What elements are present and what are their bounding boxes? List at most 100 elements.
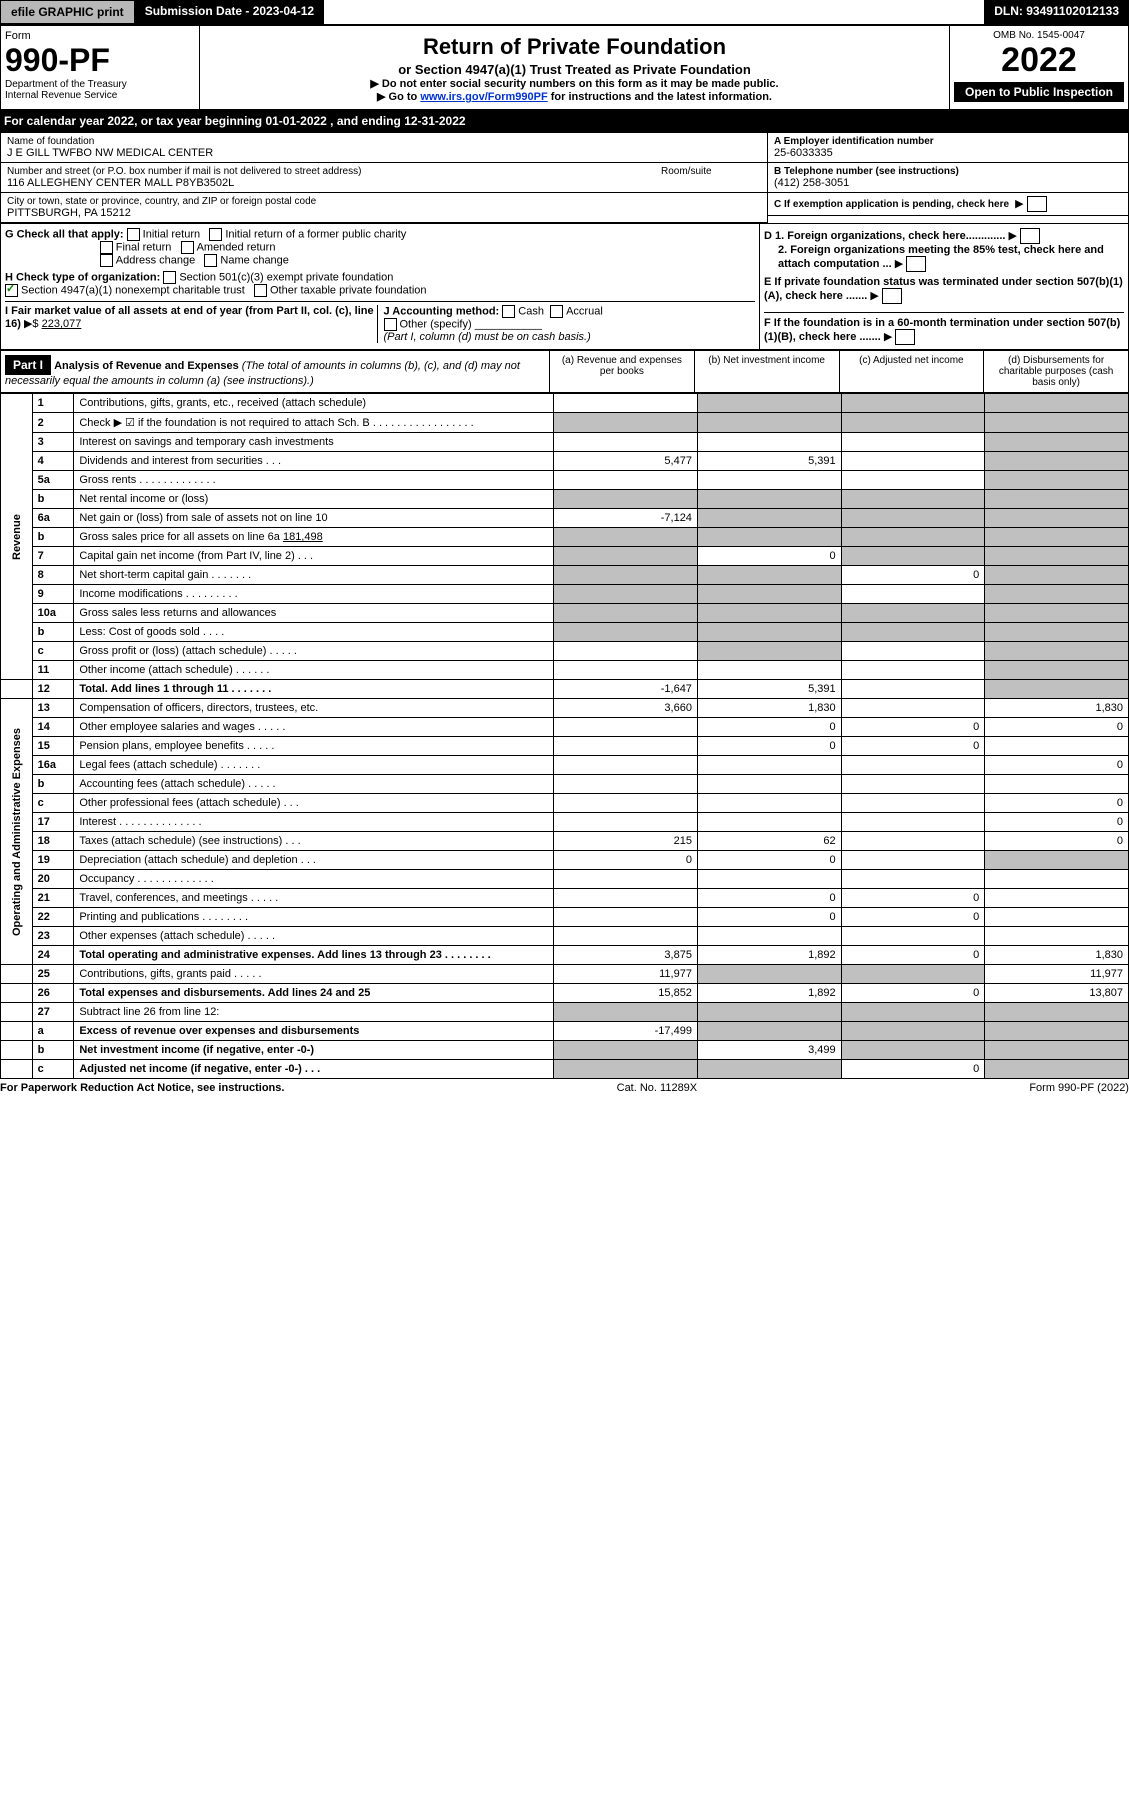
table-row: 12Total. Add lines 1 through 11 . . . . … [1, 680, 1129, 699]
line-12-a: -1,647 [554, 680, 698, 699]
j-cash-cb[interactable] [502, 305, 515, 318]
form-label: Form [5, 30, 195, 42]
table-row: 21Travel, conferences, and meetings . . … [1, 889, 1129, 908]
g-final-return-cb[interactable] [100, 241, 113, 254]
line-1-desc: Contributions, gifts, grants, etc., rece… [74, 394, 554, 413]
table-row: 27Subtract line 26 from line 12: [1, 1003, 1129, 1022]
street-address: 116 ALLEGHENY CENTER MALL P8YB3502L [7, 177, 649, 189]
line-6b-desc: Gross sales price for all assets on line… [74, 528, 554, 547]
table-row: 10aGross sales less returns and allowanc… [1, 604, 1129, 623]
table-row: 22Printing and publications . . . . . . … [1, 908, 1129, 927]
table-row: 24Total operating and administrative exp… [1, 946, 1129, 965]
line-5a-desc: Gross rents . . . . . . . . . . . . . [74, 471, 554, 490]
c-label: C If exemption application is pending, c… [774, 199, 1009, 210]
line-26-desc: Total expenses and disbursements. Add li… [74, 984, 554, 1003]
part1-badge: Part I [5, 355, 51, 375]
g-name-change-cb[interactable] [204, 254, 217, 267]
line-4-b: 5,391 [697, 452, 841, 471]
i-amount: 223,077 [42, 318, 82, 330]
table-row: 16aLegal fees (attach schedule) . . . . … [1, 756, 1129, 775]
header-note-2-pre: ▶ Go to [377, 91, 420, 103]
line-15-desc: Pension plans, employee benefits . . . .… [74, 737, 554, 756]
irs-label: Internal Revenue Service [5, 90, 195, 101]
j-accrual-cb[interactable] [550, 305, 563, 318]
line-7-desc: Capital gain net income (from Part IV, l… [74, 547, 554, 566]
table-row: 17Interest . . . . . . . . . . . . . . 0 [1, 813, 1129, 832]
h-501c3-cb[interactable] [163, 271, 176, 284]
table-row: Revenue 1Contributions, gifts, grants, e… [1, 394, 1129, 413]
col-b-header: (b) Net investment income [695, 351, 840, 392]
g-amended-cb[interactable] [181, 241, 194, 254]
table-row: b Gross sales price for all assets on li… [1, 528, 1129, 547]
line-16a-desc: Legal fees (attach schedule) . . . . . .… [74, 756, 554, 775]
g-address-change-cb[interactable] [100, 254, 113, 267]
revenue-side-label: Revenue [1, 394, 33, 680]
table-row: 20Occupancy . . . . . . . . . . . . . [1, 870, 1129, 889]
line-7-b: 0 [697, 547, 841, 566]
d1-checkbox[interactable] [1020, 228, 1040, 244]
e-checkbox[interactable] [882, 288, 902, 304]
line-9-desc: Income modifications . . . . . . . . . [74, 585, 554, 604]
table-row: bNet investment income (if negative, ent… [1, 1041, 1129, 1060]
line-11-desc: Other income (attach schedule) . . . . .… [74, 661, 554, 680]
g-initial-former-cb[interactable] [209, 228, 222, 241]
footer-left: For Paperwork Reduction Act Notice, see … [0, 1082, 284, 1094]
col-d-header: (d) Disbursements for charitable purpose… [984, 351, 1128, 392]
table-row: aExcess of revenue over expenses and dis… [1, 1022, 1129, 1041]
line-6a-desc: Net gain or (loss) from sale of assets n… [74, 509, 554, 528]
line-27c-desc: Adjusted net income (if negative, enter … [74, 1060, 554, 1079]
efile-print-button[interactable]: efile GRAPHIC print [0, 0, 135, 24]
g-initial-return-cb[interactable] [127, 228, 140, 241]
foundation-name: J E GILL TWFBO NW MEDICAL CENTER [7, 147, 761, 159]
line-10b-desc: Less: Cost of goods sold . . . . [74, 623, 554, 642]
line-23-desc: Other expenses (attach schedule) . . . .… [74, 927, 554, 946]
h-4947-cb[interactable] [5, 284, 18, 297]
table-row: 2Check ▶ ☑ if the foundation is not requ… [1, 413, 1129, 433]
city-state-zip: PITTSBURGH, PA 15212 [7, 207, 761, 219]
line-13-b: 1,830 [697, 699, 841, 718]
dln-label: DLN: 93491102012133 [984, 0, 1129, 24]
line-17-desc: Interest . . . . . . . . . . . . . . [74, 813, 554, 832]
table-row: bLess: Cost of goods sold . . . . [1, 623, 1129, 642]
name-label: Name of foundation [7, 136, 761, 147]
table-row: 14Other employee salaries and wages . . … [1, 718, 1129, 737]
table-row: bNet rental income or (loss) [1, 490, 1129, 509]
table-row: 6aNet gain or (loss) from sale of assets… [1, 509, 1129, 528]
footer-mid: Cat. No. 11289X [617, 1082, 698, 1094]
table-row: 5aGross rents . . . . . . . . . . . . . [1, 471, 1129, 490]
h-label: H Check type of organization: [5, 271, 160, 283]
line-10c-desc: Gross profit or (loss) (attach schedule)… [74, 642, 554, 661]
line-4-desc: Dividends and interest from securities .… [74, 452, 554, 471]
table-row: 25Contributions, gifts, grants paid . . … [1, 965, 1129, 984]
room-label: Room/suite [661, 166, 761, 177]
d1-label: D 1. Foreign organizations, check here..… [764, 230, 1005, 242]
table-row: 18Taxes (attach schedule) (see instructi… [1, 832, 1129, 851]
table-row: 23Other expenses (attach schedule) . . .… [1, 927, 1129, 946]
checks-block: G Check all that apply: Initial return I… [0, 224, 1129, 350]
j-other-cb[interactable] [384, 318, 397, 331]
f-checkbox[interactable] [895, 329, 915, 345]
header-note-1: ▶ Do not enter social security numbers o… [206, 77, 943, 90]
h-other-cb[interactable] [254, 284, 267, 297]
d2-label: 2. Foreign organizations meeting the 85%… [778, 244, 1104, 270]
table-row: 9Income modifications . . . . . . . . . [1, 585, 1129, 604]
c-checkbox[interactable] [1027, 196, 1047, 212]
phone-label: B Telephone number (see instructions) [774, 166, 1122, 177]
line-27b-desc: Net investment income (if negative, ente… [74, 1041, 554, 1060]
ein-label: A Employer identification number [774, 136, 1122, 147]
line-21-desc: Travel, conferences, and meetings . . . … [74, 889, 554, 908]
opex-side-label: Operating and Administrative Expenses [1, 699, 33, 965]
d2-checkbox[interactable] [906, 256, 926, 272]
irs-link[interactable]: www.irs.gov/Form990PF [420, 91, 547, 103]
line-27-desc: Subtract line 26 from line 12: [74, 1003, 554, 1022]
line-8-c: 0 [841, 566, 985, 585]
j-note: (Part I, column (d) must be on cash basi… [384, 331, 591, 343]
table-row: 11Other income (attach schedule) . . . .… [1, 661, 1129, 680]
identification-block: Name of foundation J E GILL TWFBO NW MED… [0, 132, 1129, 224]
address-label: Number and street (or P.O. box number if… [7, 166, 649, 177]
open-public-badge: Open to Public Inspection [954, 82, 1124, 102]
line-10a-desc: Gross sales less returns and allowances [74, 604, 554, 623]
footer-right: Form 990-PF (2022) [1029, 1082, 1129, 1094]
g-label: G Check all that apply: [5, 228, 124, 240]
ein-value: 25-6033335 [774, 147, 1122, 159]
